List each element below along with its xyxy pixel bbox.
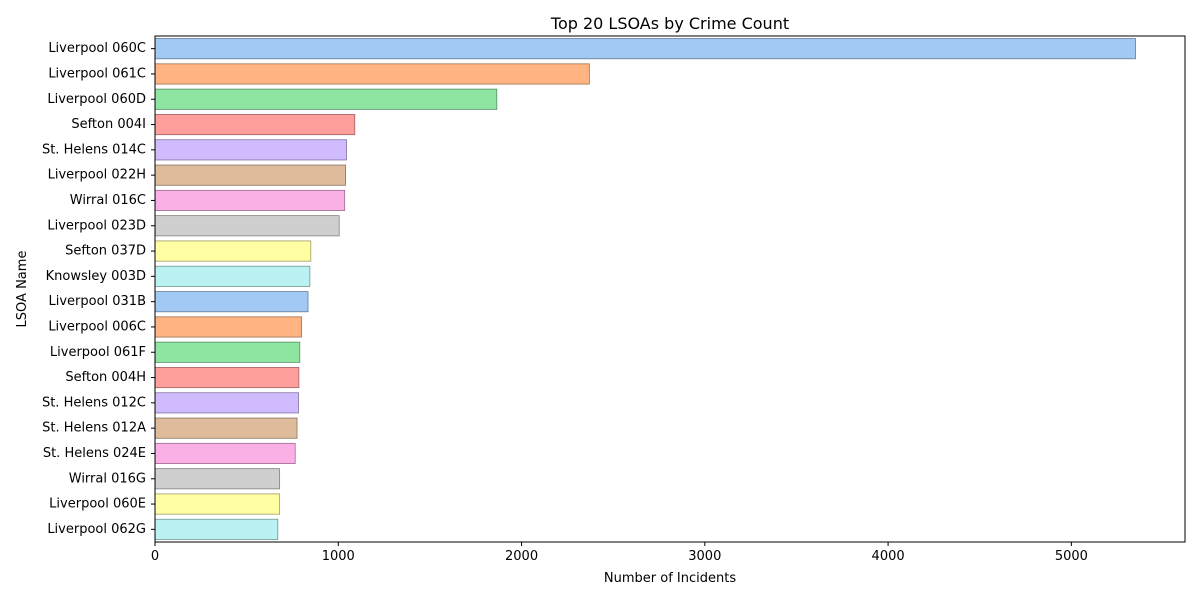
bar xyxy=(154,417,298,439)
y-tick-label: Liverpool 062G xyxy=(47,522,146,537)
y-tick-label: St. Helens 024E xyxy=(43,446,146,461)
x-axis-label: Number of Incidents xyxy=(604,571,736,586)
y-tick-label: Wirral 016G xyxy=(69,471,146,486)
bar xyxy=(154,518,279,540)
bar xyxy=(154,215,340,237)
y-tick-label: St. Helens 012C xyxy=(42,395,146,410)
bar xyxy=(154,367,300,389)
bar xyxy=(154,316,303,338)
y-tick-label: Liverpool 023D xyxy=(47,218,146,233)
x-tick-label: 0 xyxy=(151,549,159,564)
bar xyxy=(154,38,1136,60)
bar xyxy=(154,88,498,110)
y-tick-label: Liverpool 061C xyxy=(48,66,146,81)
bar xyxy=(154,265,311,287)
bar xyxy=(154,468,281,490)
y-axis-label: LSOA Name xyxy=(15,251,30,328)
x-tick-label: 2000 xyxy=(505,549,538,564)
bar xyxy=(154,291,309,313)
x-tick-labels: 0 1000 2000 3000 4000 5000 xyxy=(151,542,1088,564)
x-tick-label: 5000 xyxy=(1055,549,1088,564)
y-tick-label: Sefton 037D xyxy=(65,244,146,259)
y-tick-label: Liverpool 060C xyxy=(48,41,146,56)
y-tick-label: Liverpool 060D xyxy=(47,92,146,107)
bar xyxy=(154,189,346,211)
y-tick-label: Liverpool 061F xyxy=(50,345,146,360)
bar xyxy=(154,493,281,515)
bar xyxy=(154,341,301,363)
bar xyxy=(154,139,347,161)
y-tick-label: St. Helens 014C xyxy=(42,142,146,157)
y-tick-label: Sefton 004I xyxy=(71,117,146,132)
y-tick-label: Sefton 004H xyxy=(65,370,146,385)
y-tick-label: Liverpool 031B xyxy=(48,294,146,309)
y-tick-labels: Liverpool 060C Liverpool 061C Liverpool 06… xyxy=(42,41,155,537)
x-tick-label: 3000 xyxy=(688,549,721,564)
x-tick-label: 1000 xyxy=(322,549,355,564)
y-tick-label: Liverpool 022H xyxy=(48,168,146,183)
bar xyxy=(154,164,347,186)
bar xyxy=(154,240,312,262)
plot-frame xyxy=(154,35,1186,543)
y-tick-label: Wirral 016C xyxy=(70,193,146,208)
y-tick-label: St. Helens 012A xyxy=(42,421,146,436)
bars-group xyxy=(154,38,1136,540)
y-tick-label: Liverpool 060E xyxy=(49,497,146,512)
bar xyxy=(154,392,299,414)
bar xyxy=(154,442,296,464)
bar xyxy=(154,114,356,136)
x-tick-label: 4000 xyxy=(872,549,905,564)
y-tick-label: Knowsley 003D xyxy=(46,269,146,284)
y-tick-label: Liverpool 006C xyxy=(48,319,146,334)
chart-title: Top 20 LSOAs by Crime Count xyxy=(550,14,789,33)
bar xyxy=(154,63,590,85)
